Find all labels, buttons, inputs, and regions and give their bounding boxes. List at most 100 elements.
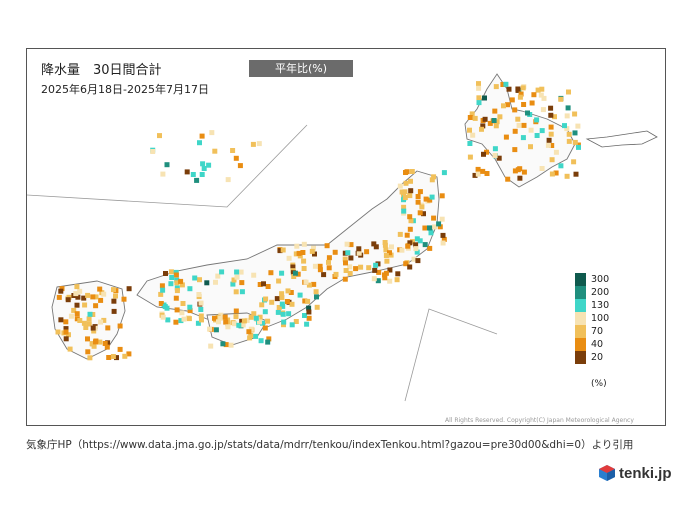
station-marker	[174, 288, 180, 294]
station-marker	[548, 124, 554, 130]
station-marker	[58, 317, 64, 323]
station-marker	[482, 116, 488, 122]
station-marker	[150, 149, 156, 154]
station-marker	[467, 127, 472, 133]
station-marker	[104, 344, 110, 350]
station-marker	[345, 250, 351, 256]
station-marker	[111, 298, 117, 304]
map-title: 降水量 30日間合計	[41, 63, 162, 78]
station-marker	[168, 281, 174, 287]
station-marker	[538, 92, 544, 98]
station-marker	[246, 329, 252, 335]
station-marker	[484, 149, 489, 155]
station-marker	[414, 249, 420, 255]
station-marker	[90, 325, 96, 331]
tenki-logo-icon	[599, 465, 615, 481]
station-marker	[306, 282, 312, 288]
station-marker	[82, 302, 88, 308]
station-marker	[476, 81, 481, 87]
station-marker	[407, 264, 413, 270]
station-marker	[348, 242, 354, 248]
station-marker	[106, 355, 112, 360]
station-marker	[549, 143, 555, 148]
station-marker	[168, 269, 174, 275]
station-marker	[59, 286, 65, 292]
station-marker	[324, 243, 330, 249]
station-marker	[535, 87, 541, 93]
station-marker	[565, 105, 571, 111]
station-marker	[517, 94, 523, 100]
station-marker	[562, 123, 567, 129]
station-marker	[326, 255, 332, 261]
station-marker	[515, 167, 521, 173]
station-marker	[476, 85, 482, 91]
station-marker	[305, 298, 311, 304]
station-marker	[387, 250, 392, 256]
legend-swatch	[575, 338, 586, 351]
station-marker	[265, 339, 271, 345]
station-marker	[257, 319, 262, 325]
station-marker	[491, 118, 497, 123]
legend-row: 200	[575, 286, 623, 299]
station-marker	[212, 315, 217, 321]
station-marker	[476, 100, 482, 106]
station-marker	[419, 204, 425, 210]
station-marker	[162, 304, 168, 310]
station-marker	[251, 272, 257, 278]
station-marker	[173, 269, 179, 275]
station-marker	[239, 318, 245, 324]
station-marker	[281, 322, 286, 328]
station-marker	[558, 163, 564, 169]
station-marker	[158, 291, 164, 297]
station-marker	[302, 298, 308, 304]
station-marker	[113, 293, 118, 299]
station-marker	[85, 336, 90, 342]
station-marker	[117, 323, 123, 329]
station-marker	[160, 314, 166, 320]
station-marker	[295, 271, 301, 277]
station-marker	[482, 95, 487, 101]
station-marker	[165, 317, 171, 323]
station-marker	[408, 218, 414, 224]
station-marker	[200, 161, 206, 167]
station-marker	[575, 123, 581, 129]
station-marker	[409, 169, 415, 174]
station-marker	[302, 313, 307, 318]
station-marker	[86, 316, 92, 322]
station-marker	[342, 276, 348, 282]
station-marker	[506, 86, 512, 92]
honshu-outline	[136, 170, 440, 332]
station-marker	[382, 275, 388, 281]
station-marker	[91, 343, 97, 349]
station-marker	[427, 245, 433, 251]
legend-label: 200	[591, 287, 610, 298]
station-marker	[231, 277, 237, 283]
station-marker	[289, 301, 295, 307]
station-marker	[126, 286, 132, 292]
station-marker	[399, 189, 405, 195]
station-marker	[234, 269, 240, 275]
station-marker	[258, 338, 264, 344]
station-marker	[257, 282, 263, 287]
station-marker	[521, 102, 527, 107]
station-marker	[358, 264, 364, 270]
station-marker	[497, 114, 503, 120]
map-canvas	[27, 73, 658, 402]
station-marker	[178, 278, 184, 284]
station-marker	[481, 151, 486, 157]
station-marker	[269, 299, 275, 305]
station-marker	[101, 317, 107, 323]
station-marker	[114, 355, 119, 361]
station-marker	[174, 307, 180, 313]
station-marker	[512, 107, 518, 113]
station-marker	[97, 339, 103, 345]
station-marker	[121, 296, 127, 302]
station-marker	[496, 155, 502, 161]
station-marker	[548, 105, 554, 111]
station-marker	[402, 195, 408, 200]
station-marker	[77, 318, 83, 323]
station-marker	[89, 341, 95, 347]
legend-label: 70	[591, 326, 604, 337]
station-marker	[158, 301, 164, 306]
station-marker	[218, 315, 224, 321]
